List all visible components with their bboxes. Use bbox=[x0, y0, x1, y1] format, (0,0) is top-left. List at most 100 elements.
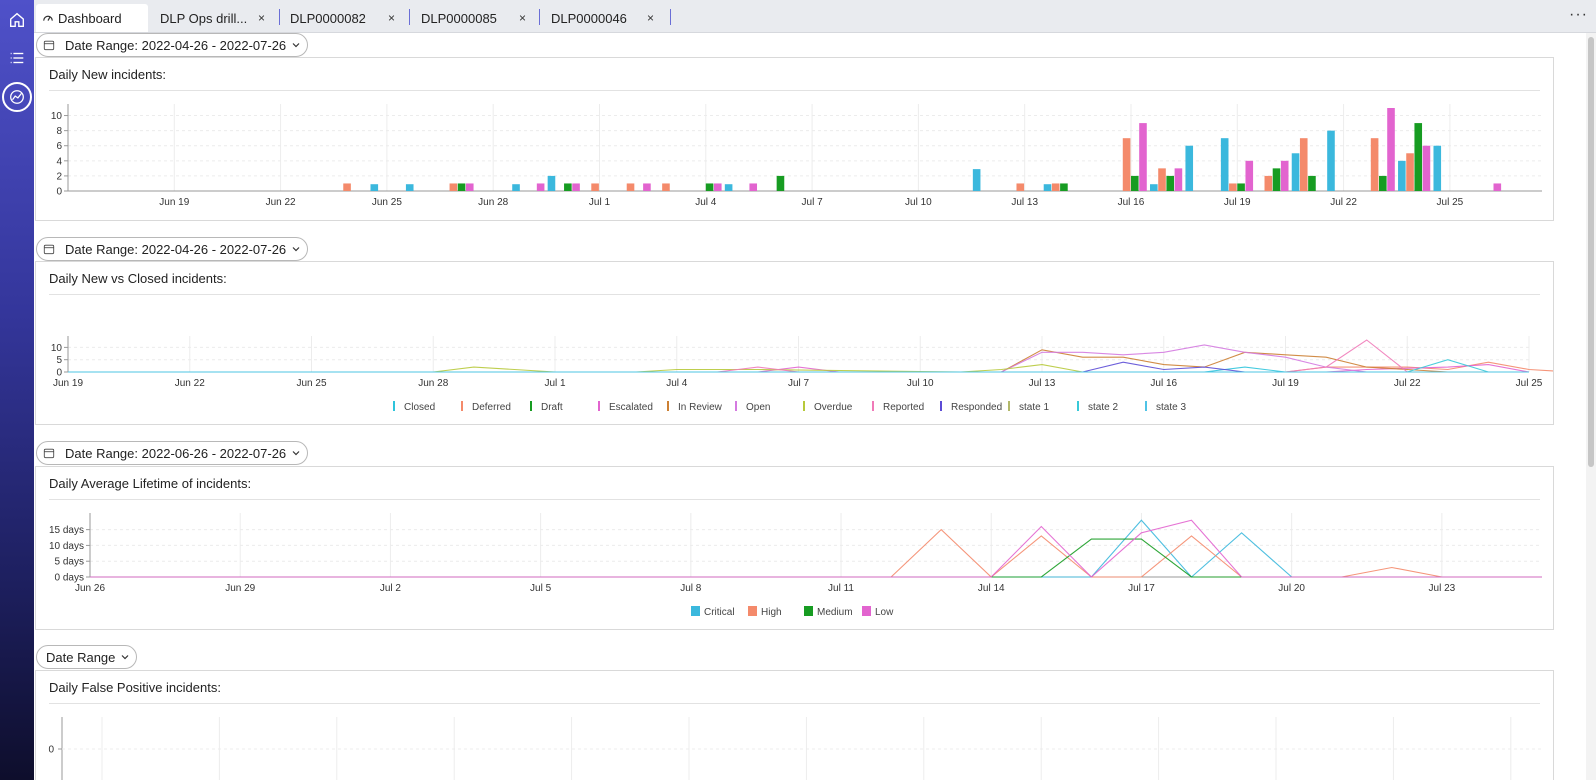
bar-medium bbox=[1308, 175, 1316, 191]
bar-high bbox=[1122, 138, 1131, 191]
bar-medium bbox=[705, 183, 714, 191]
analytics-icon bbox=[10, 90, 24, 104]
tab-dlp0000085[interactable]: DLP0000085 × bbox=[421, 4, 541, 32]
bar-high bbox=[1370, 138, 1379, 191]
sidebar-home[interactable] bbox=[3, 6, 31, 34]
legend-reported: Reported bbox=[883, 402, 924, 413]
date-range-button[interactable]: Date Range bbox=[36, 645, 138, 669]
x-tick-label: Jul 16 bbox=[1118, 197, 1145, 208]
x-tick-label: Jul 23 bbox=[1429, 583, 1456, 594]
x-tick-label: Jul 10 bbox=[905, 197, 932, 208]
bar-high bbox=[1406, 153, 1414, 191]
y-tick-label: 2 bbox=[56, 171, 62, 182]
y-tick-label: 6 bbox=[56, 141, 62, 152]
x-tick-label: Jul 25 bbox=[1516, 378, 1543, 389]
bar-high bbox=[449, 183, 458, 191]
bar-medium bbox=[1130, 175, 1139, 191]
date-range-label: Date Range: 2022-06-26 - 2022-07-26 bbox=[65, 445, 287, 461]
bar-low bbox=[643, 183, 651, 191]
x-tick-label: Jul 7 bbox=[788, 378, 810, 389]
chart-panel-avg-lifetime: Daily Average Lifetime of incidents: Jun… bbox=[35, 466, 1554, 630]
bar-medium bbox=[1166, 175, 1175, 191]
date-range-button[interactable]: Date Range: 2022-06-26 - 2022-07-26 bbox=[36, 441, 309, 465]
sidebar-list[interactable] bbox=[3, 44, 31, 72]
bar-critical bbox=[1398, 160, 1406, 191]
y-tick-label: 4 bbox=[56, 156, 62, 167]
daily-new-chart: Jun 19 Jun 22 Jun 25 Jun 28 Jul 1 Jul 4 Jul 7 J… bbox=[51, 104, 1542, 208]
y-tick-label: 0 bbox=[56, 187, 62, 198]
bar-medium bbox=[457, 183, 466, 191]
legend-state-1: state 1 bbox=[1019, 402, 1049, 413]
line-open bbox=[68, 344, 1367, 373]
line-in-review bbox=[68, 349, 1448, 373]
x-tick-label: Jul 10 bbox=[907, 378, 934, 389]
line-low bbox=[90, 519, 1542, 578]
bar-critical bbox=[370, 184, 379, 191]
x-tick-label: Jul 2 bbox=[380, 583, 402, 594]
tab-dashboard[interactable]: Dashboard bbox=[36, 4, 148, 32]
bar-low bbox=[1139, 123, 1147, 191]
bar-critical bbox=[405, 184, 414, 191]
chevron-down-icon bbox=[291, 244, 301, 254]
dashboard-content: Date Range: 2022-04-26 - 2022-07-26 Dail… bbox=[34, 33, 1596, 780]
x-tick-label: Jun 25 bbox=[372, 197, 402, 208]
calendar-icon bbox=[43, 38, 57, 52]
x-tick-label: Jul 7 bbox=[802, 197, 824, 208]
close-icon[interactable]: × bbox=[519, 11, 527, 25]
tab-label: DLP0000085 bbox=[421, 10, 497, 26]
tab-dlp0000046[interactable]: DLP0000046 × bbox=[551, 4, 671, 32]
scroll-thumb[interactable] bbox=[1588, 37, 1594, 467]
panel-title: Daily False Positive incidents: bbox=[49, 680, 221, 695]
bar-high bbox=[591, 183, 599, 191]
x-tick-label: Jun 22 bbox=[266, 197, 296, 208]
tab-label: Dashboard bbox=[58, 10, 122, 26]
line-medium bbox=[90, 538, 1542, 578]
legend-closed: Closed bbox=[404, 402, 435, 413]
panel-title: Daily New incidents: bbox=[49, 67, 167, 82]
x-tick-label: Jul 4 bbox=[666, 378, 688, 389]
x-tick-label: Jul 13 bbox=[1029, 378, 1056, 389]
tab-dlp-ops-drill[interactable]: DLP Ops drill... × bbox=[160, 4, 280, 32]
sidebar-analytics[interactable] bbox=[2, 82, 32, 112]
new-vs-closed-chart: Jun 19 Jun 22 Jun 25 Jun 28 Jul 1 Jul 4 Jul 7 J… bbox=[51, 336, 1553, 413]
legend-in-review: In Review bbox=[678, 402, 723, 413]
y-tick-label: 0 days bbox=[55, 573, 84, 584]
bar-low bbox=[749, 183, 758, 191]
sidebar bbox=[0, 0, 34, 780]
bar-medium bbox=[1272, 168, 1281, 191]
tab-bar: Dashboard DLP Ops drill... × DLP0000082 … bbox=[34, 0, 1596, 33]
home-icon bbox=[10, 12, 24, 27]
dashboard-icon bbox=[42, 12, 54, 24]
chart-panel-new-vs-closed: Daily New vs Closed incidents: Jun 19 Jun… bbox=[35, 261, 1554, 425]
legend-medium: Medium bbox=[817, 607, 853, 618]
y-tick-label: 5 days bbox=[55, 557, 84, 568]
close-icon[interactable]: × bbox=[258, 11, 266, 25]
line-overdue bbox=[68, 364, 1083, 373]
y-tick-label: 15 days bbox=[49, 525, 84, 536]
tab-dlp0000082[interactable]: DLP0000082 × bbox=[290, 4, 410, 32]
chart-panel-false-positive: Daily False Positive incidents: 0 bbox=[35, 670, 1554, 780]
x-tick-label: Jun 26 bbox=[75, 583, 105, 594]
bar-high bbox=[343, 183, 351, 191]
date-range-button[interactable]: Date Range: 2022-04-26 - 2022-07-26 bbox=[36, 33, 309, 57]
date-range-button[interactable]: Date Range: 2022-04-26 - 2022-07-26 bbox=[36, 237, 309, 261]
bar-low bbox=[536, 183, 545, 191]
bar-critical bbox=[1185, 145, 1194, 191]
bar-low bbox=[1493, 183, 1502, 191]
close-icon[interactable]: × bbox=[647, 11, 655, 25]
x-tick-label: Jul 1 bbox=[544, 378, 566, 389]
panel-title: Daily New vs Closed incidents: bbox=[49, 271, 227, 286]
x-tick-label: Jul 5 bbox=[530, 583, 552, 594]
close-icon[interactable]: × bbox=[388, 11, 396, 25]
x-tick-label: Jul 14 bbox=[978, 583, 1005, 594]
vertical-scrollbar[interactable] bbox=[1586, 33, 1596, 780]
legend-swatch bbox=[748, 606, 757, 616]
more-menu-icon[interactable]: ··· bbox=[1569, 6, 1588, 23]
legend-swatch bbox=[804, 606, 813, 616]
line-high bbox=[90, 528, 1542, 578]
x-tick-label: Jul 4 bbox=[695, 197, 717, 208]
chevron-down-icon bbox=[291, 448, 301, 458]
y-tick-label: 10 bbox=[51, 111, 63, 122]
x-tick-label: Jul 8 bbox=[680, 583, 702, 594]
